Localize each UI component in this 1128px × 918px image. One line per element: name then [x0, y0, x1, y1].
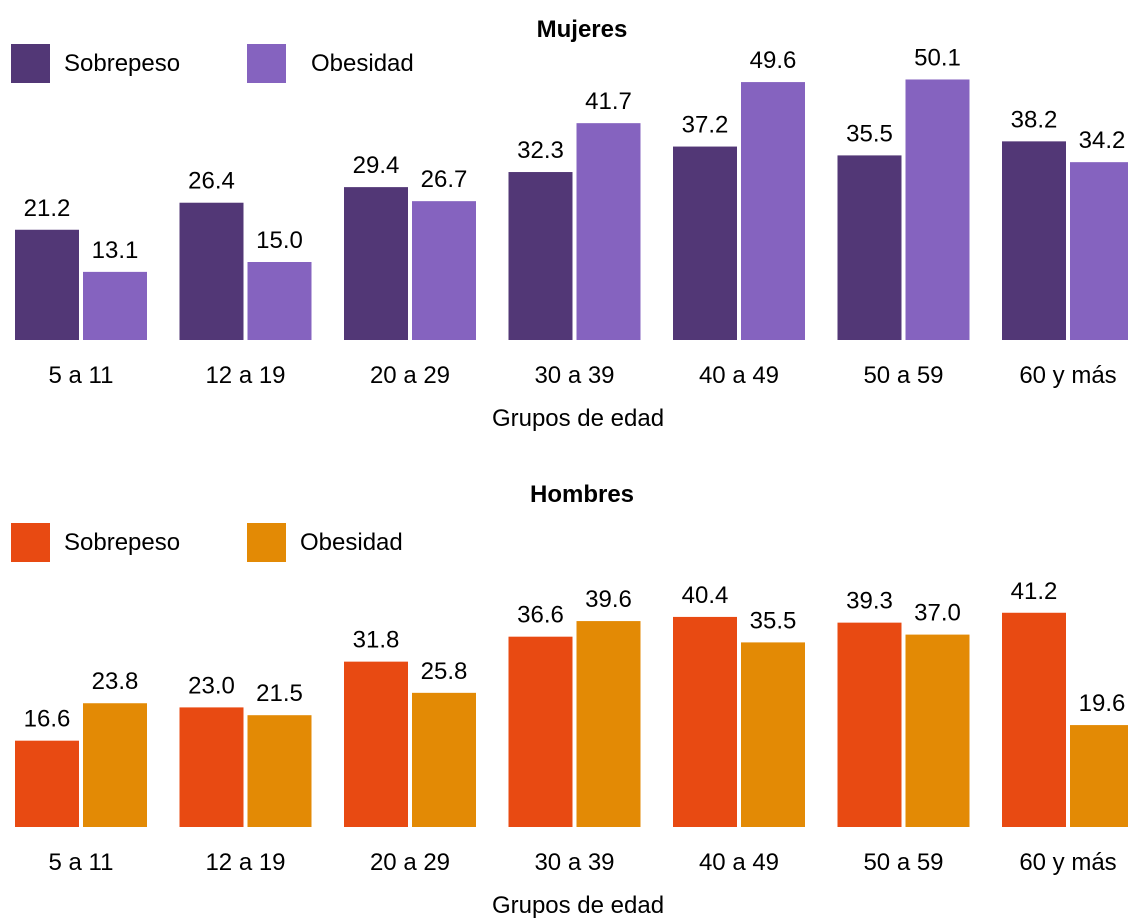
hombres-bar-sobrepeso-4	[673, 616, 737, 827]
hombres-data-label-sobrepeso-6: 41.2	[1011, 578, 1058, 605]
hombres-bar-sobrepeso-2	[344, 661, 408, 827]
mujeres-data-label-obesidad-1: 15.0	[256, 227, 303, 254]
hombres-bar-obesidad-3	[576, 621, 641, 827]
hombres-tick-label-4: 40 a 49	[699, 849, 779, 876]
mujeres-bar-sobrepeso-3	[508, 172, 573, 340]
hombres-bar-sobrepeso-1	[179, 707, 244, 827]
mujeres-data-label-sobrepeso-3: 32.3	[517, 137, 564, 164]
hombres-data-label-obesidad-4: 35.5	[750, 607, 797, 634]
hombres-legend-swatch-obesidad	[247, 523, 286, 562]
hombres-bar-obesidad-0	[83, 703, 147, 827]
hombres-tick-label-0: 5 a 11	[49, 849, 114, 876]
hombres-legend-label-sobrepeso: Sobrepeso	[64, 529, 180, 556]
hombres-bar-obesidad-1	[247, 715, 312, 827]
mujeres-tick-label-2: 20 a 29	[370, 362, 450, 389]
mujeres-data-label-sobrepeso-0: 21.2	[24, 195, 71, 222]
mujeres-tick-label-3: 30 a 39	[534, 362, 614, 389]
hombres-data-label-sobrepeso-2: 31.8	[353, 627, 400, 654]
mujeres-data-label-obesidad-4: 49.6	[750, 47, 797, 74]
hombres-x-axis-label: Grupos de edad	[492, 892, 664, 918]
hombres-data-label-sobrepeso-4: 40.4	[682, 582, 729, 609]
mujeres-bar-obesidad-3	[576, 123, 641, 340]
mujeres-panel: Mujeres Sobrepeso Obesidad 21.2 13.1 5 a 11 26…	[11, 16, 1128, 432]
hombres-panel: Hombres Sobrepeso Obesidad 16.6 23.8 5 a 11 23…	[11, 481, 1128, 918]
mujeres-legend-label-obesidad: Obesidad	[311, 50, 414, 77]
hombres-bar-sobrepeso-6	[1002, 612, 1066, 827]
hombres-bar-sobrepeso-0	[15, 740, 79, 827]
mujeres-bar-obesidad-0	[83, 271, 147, 340]
hombres-tick-label-3: 30 a 39	[534, 849, 614, 876]
hombres-data-label-sobrepeso-3: 36.6	[517, 602, 564, 629]
hombres-data-label-obesidad-2: 25.8	[421, 658, 468, 685]
hombres-tick-label-6: 60 y más	[1019, 849, 1116, 876]
hombres-data-label-sobrepeso-1: 23.0	[188, 672, 235, 699]
mujeres-bar-obesidad-1	[247, 262, 312, 340]
hombres-legend-swatch-sobrepeso	[11, 523, 50, 562]
mujeres-tick-label-4: 40 a 49	[699, 362, 779, 389]
hombres-bar-obesidad-4	[741, 642, 805, 827]
hombres-data-label-obesidad-0: 23.8	[92, 668, 139, 695]
mujeres-bar-obesidad-5	[905, 79, 970, 340]
hombres-bar-obesidad-5	[905, 634, 970, 827]
mujeres-data-label-obesidad-2: 26.7	[421, 166, 468, 193]
mujeres-x-axis-label: Grupos de edad	[492, 405, 664, 432]
hombres-data-label-sobrepeso-5: 39.3	[846, 588, 893, 615]
mujeres-tick-label-5: 50 a 59	[863, 362, 943, 389]
hombres-title: Hombres	[530, 481, 634, 508]
hombres-bar-obesidad-2	[412, 692, 476, 827]
hombres-tick-label-1: 12 a 19	[205, 849, 285, 876]
hombres-data-label-obesidad-6: 19.6	[1079, 690, 1126, 717]
hombres-data-label-obesidad-3: 39.6	[585, 586, 632, 613]
mujeres-data-label-sobrepeso-5: 35.5	[846, 120, 893, 147]
mujeres-legend-swatch-sobrepeso	[11, 44, 50, 83]
mujeres-data-label-obesidad-5: 50.1	[914, 44, 961, 71]
hombres-tick-label-5: 50 a 59	[863, 849, 943, 876]
mujeres-bar-sobrepeso-0	[15, 229, 79, 340]
mujeres-data-label-sobrepeso-2: 29.4	[353, 152, 400, 179]
mujeres-data-label-obesidad-0: 13.1	[92, 237, 139, 264]
mujeres-title: Mujeres	[537, 16, 628, 43]
mujeres-legend-label-sobrepeso: Sobrepeso	[64, 50, 180, 77]
mujeres-bar-obesidad-4	[741, 82, 805, 340]
hombres-bar-sobrepeso-3	[508, 636, 573, 827]
hombres-data-label-obesidad-5: 37.0	[914, 600, 961, 627]
hombres-tick-label-2: 20 a 29	[370, 849, 450, 876]
hombres-bar-obesidad-6	[1070, 725, 1128, 827]
mujeres-tick-label-6: 60 y más	[1019, 362, 1116, 389]
mujeres-data-label-obesidad-3: 41.7	[585, 88, 632, 115]
mujeres-bar-sobrepeso-2	[344, 187, 408, 340]
mujeres-bar-obesidad-2	[412, 201, 476, 340]
mujeres-bar-obesidad-6	[1070, 162, 1128, 340]
hombres-data-label-sobrepeso-0: 16.6	[24, 706, 71, 733]
hombres-data-label-obesidad-1: 21.5	[256, 680, 303, 707]
mujeres-bar-sobrepeso-6	[1002, 141, 1066, 340]
mujeres-data-label-sobrepeso-1: 26.4	[188, 168, 235, 195]
mujeres-tick-label-1: 12 a 19	[205, 362, 285, 389]
hombres-legend-label-obesidad: Obesidad	[300, 529, 403, 556]
mujeres-bar-sobrepeso-5	[837, 155, 902, 340]
mujeres-data-label-obesidad-6: 34.2	[1079, 127, 1126, 154]
mujeres-tick-label-0: 5 a 11	[49, 362, 114, 389]
mujeres-data-label-sobrepeso-6: 38.2	[1011, 106, 1058, 133]
mujeres-bar-sobrepeso-1	[179, 202, 244, 340]
hombres-bar-sobrepeso-5	[837, 622, 902, 827]
mujeres-legend-swatch-obesidad	[247, 44, 286, 83]
mujeres-data-label-sobrepeso-4: 37.2	[682, 112, 729, 139]
mujeres-bar-sobrepeso-4	[673, 146, 737, 340]
